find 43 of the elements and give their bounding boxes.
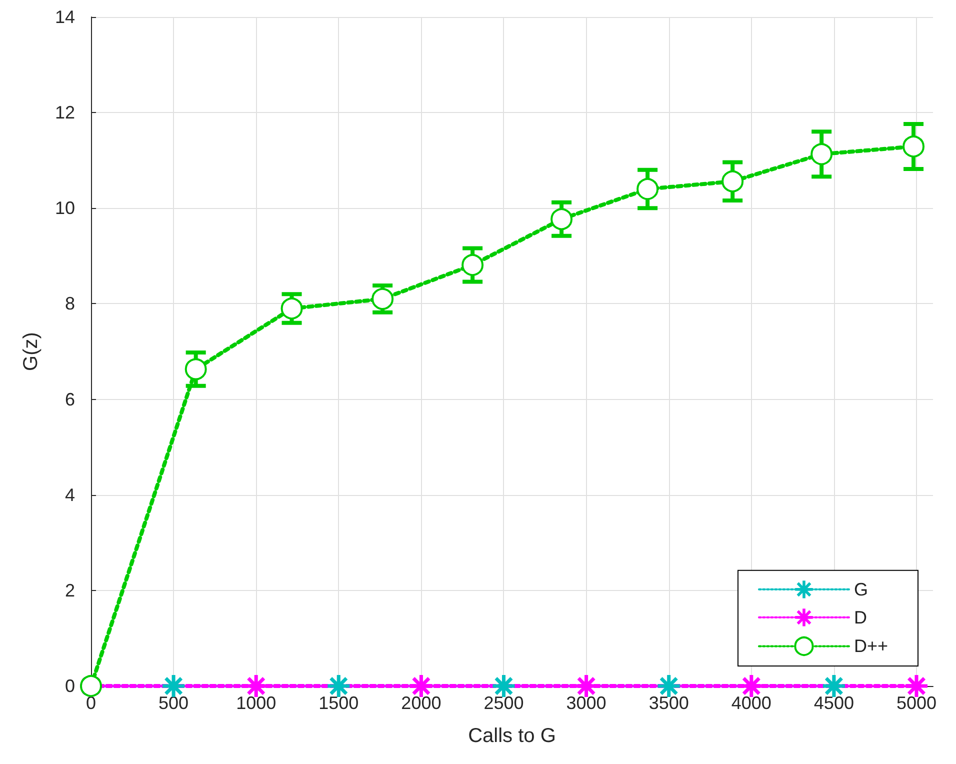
- point: [722, 170, 744, 192]
- y-tick-label: 10: [54, 198, 75, 218]
- y-axis-title: G(z): [20, 332, 42, 371]
- point: [492, 675, 515, 697]
- point: [658, 675, 680, 697]
- point: [245, 675, 268, 697]
- point: [740, 675, 762, 697]
- y-tick-label: 2: [64, 580, 75, 600]
- legend-label: D++: [854, 636, 888, 656]
- x-tick-label: 0: [86, 693, 96, 713]
- y-tick-label: 14: [54, 7, 75, 27]
- x-tick-label: 1500: [318, 693, 359, 713]
- y-tick-label: 6: [64, 389, 75, 410]
- x-tick-label: 500: [158, 693, 189, 713]
- point: [636, 178, 659, 200]
- x-tick-label: 1000: [236, 693, 276, 713]
- x-tick-label: 3000: [566, 693, 606, 713]
- point: [550, 208, 573, 230]
- legend-label: D: [854, 607, 867, 628]
- point: [280, 298, 303, 320]
- point: [810, 143, 833, 166]
- x-tick-label: 2500: [484, 693, 524, 713]
- point: [822, 675, 845, 697]
- y-tick-label: 12: [54, 102, 75, 123]
- x-tick-label: 4500: [814, 693, 854, 713]
- point: [462, 254, 484, 276]
- x-tick-label: 2000: [401, 693, 442, 713]
- point: [905, 675, 928, 697]
- point: [328, 675, 350, 697]
- x-tick-label: 5000: [896, 693, 937, 713]
- point: [162, 675, 185, 697]
- x-tick-label: 3500: [648, 693, 689, 713]
- point: [184, 358, 207, 380]
- x-axis-title: Calls to G: [468, 725, 556, 747]
- y-tick-label: 4: [64, 484, 75, 505]
- y-tick-label: 0: [64, 676, 75, 696]
- point: [902, 136, 925, 158]
- legend-label: G: [854, 579, 868, 600]
- x-tick-label: 4000: [731, 693, 772, 713]
- point: [575, 675, 598, 697]
- point: [372, 288, 394, 310]
- y-tick-label: 8: [64, 294, 75, 314]
- point: [410, 675, 432, 697]
